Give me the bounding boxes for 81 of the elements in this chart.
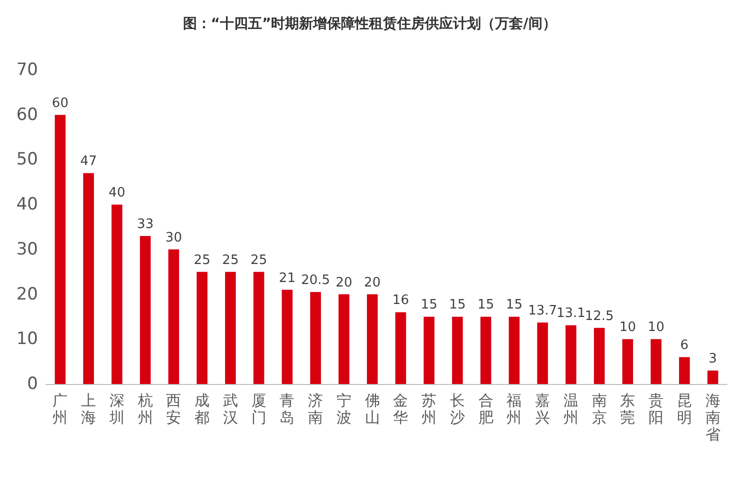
x-tick-label: 东莞 — [620, 392, 636, 426]
y-tick-label: 30 — [16, 239, 38, 260]
data-label: 16 — [392, 293, 409, 308]
bar — [424, 316, 434, 384]
data-label: 13.7 — [528, 304, 558, 319]
x-tick-label: 嘉兴 — [535, 392, 550, 426]
bar — [168, 249, 180, 384]
x-tick-label: 合肥 — [478, 392, 494, 426]
data-label: 10 — [619, 320, 636, 336]
data-label: 15 — [420, 298, 438, 313]
x-tick-label: 贵阳 — [648, 392, 664, 426]
data-label: 40 — [108, 186, 126, 201]
data-label: 21 — [278, 270, 296, 286]
bar — [225, 272, 236, 384]
data-label: 33 — [137, 216, 154, 232]
y-tick-label: 70 — [16, 60, 38, 80]
bar — [338, 294, 350, 384]
data-label: 25 — [250, 252, 268, 268]
x-tick-label: 成都 — [194, 392, 210, 426]
y-tick-label: 20 — [16, 284, 38, 304]
data-label: 12.5 — [584, 308, 614, 324]
x-tick-label: 福州 — [506, 392, 522, 426]
data-label: 15 — [478, 298, 494, 313]
bar — [566, 325, 576, 384]
x-tick-label: 昆明 — [676, 392, 692, 426]
x-tick-label: 厦门 — [251, 392, 266, 426]
x-tick-label: 上海 — [81, 392, 96, 426]
bar — [395, 312, 406, 384]
data-label: 20.5 — [301, 273, 330, 288]
data-label: 20 — [336, 275, 352, 290]
bar — [366, 294, 378, 384]
bar — [54, 114, 66, 384]
data-label: 20 — [364, 275, 381, 290]
y-tick-label: 50 — [16, 150, 38, 170]
x-tick-label: 西安 — [166, 392, 182, 426]
x-tick-label: 青岛 — [280, 392, 295, 426]
x-tick-label: 武汉 — [222, 392, 238, 426]
x-tick-label: 佛山 — [364, 392, 380, 426]
x-tick-label: 宁波 — [336, 392, 352, 426]
x-tick-label: 济南 — [308, 392, 324, 426]
bar — [253, 272, 264, 384]
bar — [594, 328, 605, 384]
bar — [508, 316, 520, 384]
data-label: 6 — [680, 338, 689, 354]
bar — [452, 316, 463, 384]
x-tick-label: 海南省 — [705, 392, 720, 444]
x-tick-label: 广州 — [52, 392, 68, 426]
bar — [310, 292, 321, 384]
data-label: 13.1 — [556, 306, 586, 322]
bar — [622, 339, 634, 384]
bar — [480, 316, 492, 384]
x-tick-label: 深圳 — [108, 392, 124, 426]
data-label: 25 — [194, 252, 210, 268]
data-label: 30 — [165, 230, 182, 246]
data-label: 10 — [648, 320, 664, 336]
x-tick-label: 南京 — [592, 392, 607, 426]
data-label: 60 — [52, 96, 68, 111]
bar — [112, 204, 122, 384]
x-tick-label: 金华 — [393, 392, 408, 426]
bar — [282, 290, 293, 384]
y-tick-label: 60 — [16, 104, 38, 125]
bar — [650, 339, 662, 384]
x-tick-label: 苏州 — [422, 392, 437, 426]
data-label: 47 — [80, 154, 97, 170]
y-tick-label: 10 — [16, 329, 38, 350]
x-tick-label: 杭州 — [136, 392, 153, 426]
bar — [196, 272, 208, 384]
data-label: 25 — [222, 252, 239, 268]
data-label: 15 — [449, 298, 466, 313]
data-label: 3 — [708, 352, 717, 367]
y-tick-label: 0 — [27, 374, 38, 394]
x-tick-label: 长沙 — [450, 392, 465, 426]
bar — [140, 236, 151, 384]
x-tick-label: 温州 — [563, 392, 578, 426]
bar — [537, 322, 548, 384]
data-label: 15 — [506, 298, 522, 313]
bar — [707, 370, 718, 384]
chart-title: 图：“十四五”时期新增保障性租赁住房供应计划（万套/间） — [182, 15, 556, 32]
bar — [679, 357, 690, 384]
y-tick-label: 40 — [16, 194, 38, 215]
bar — [83, 173, 94, 384]
